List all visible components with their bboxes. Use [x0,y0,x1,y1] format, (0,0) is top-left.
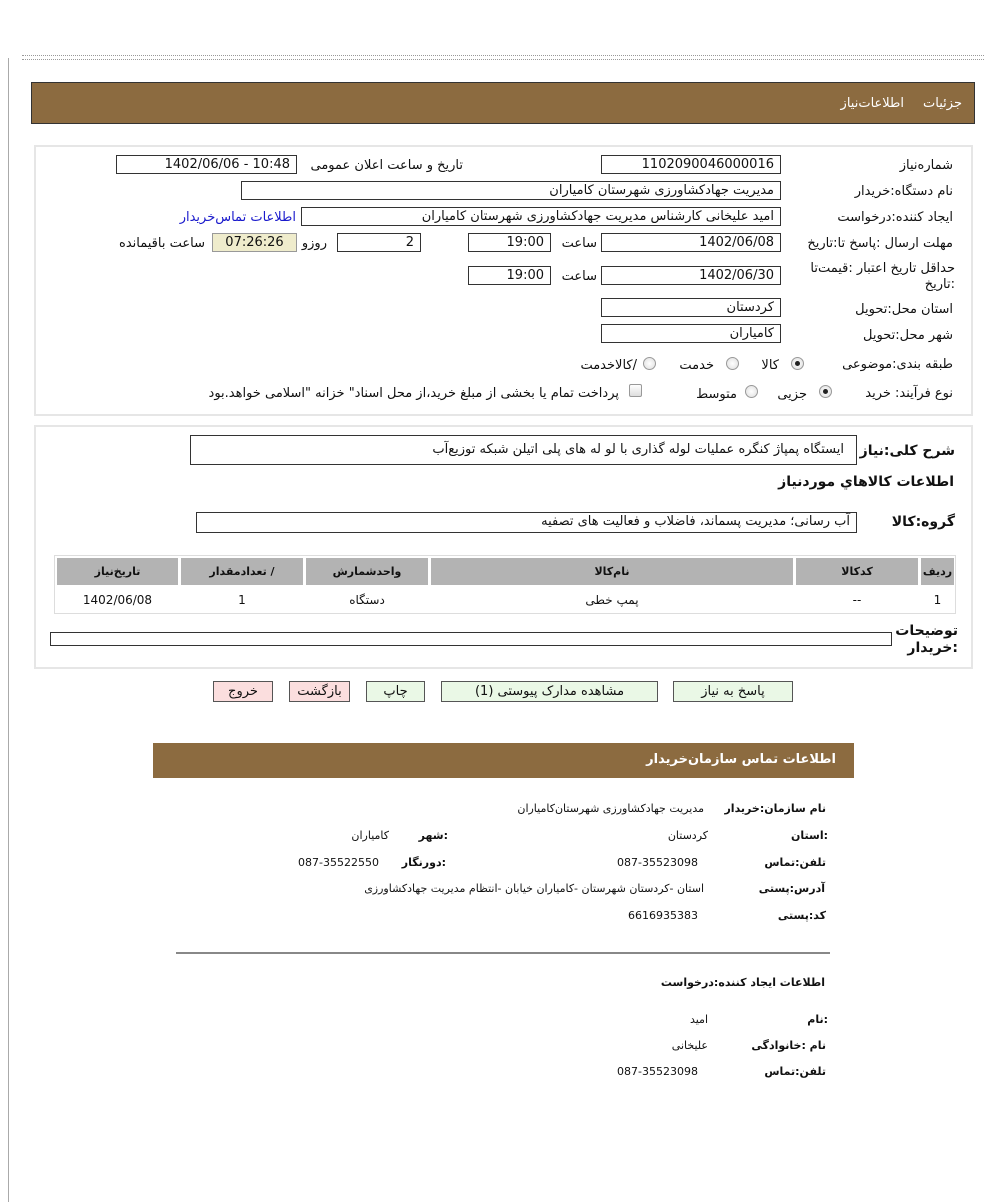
contact-divider [176,952,830,954]
print-button[interactable]: چاپ [366,681,425,702]
cell-name: پمپ خطی [585,593,639,607]
left-border [8,58,9,1202]
validity-time-field: 19:00 [468,266,551,285]
city-label: شهر محل:تحویل [863,328,953,343]
exit-button[interactable]: خروج [213,681,273,702]
process-medium-label: متوسط [696,387,737,402]
name-value: امید [689,1013,708,1026]
cell-code: -- [852,593,862,607]
contact-province-label: :استان [791,829,828,842]
col-name: نام‌کالا [431,558,793,585]
creator-heading: اطلاعات ایجاد کننده:درخواست [660,976,825,989]
col-unit: واحدشمارش [306,558,428,585]
fax-value: 087-35522550 [298,856,379,869]
tab-details[interactable]: جزئیات [923,96,962,111]
category-service-radio[interactable] [726,357,739,370]
contact-city-value: کامیاران [351,829,389,842]
payment-note: پرداخت تمام یا بخشی از مبلغ خرید،از محل … [208,386,619,401]
buyer-field: مدیریت جهادکشاورزی شهرستان کامیاران [241,181,781,200]
category-both-label: /کالاخدمت [580,358,637,373]
cell-qty: 1 [238,593,246,607]
category-both-radio[interactable] [643,357,656,370]
validity-hour-label: ساعت [561,269,597,284]
announce-label: تاریخ و ساعت اعلان عمومی [310,158,463,173]
remaining-label: ساعت باقیمانده [119,236,205,251]
group-field: آب رسانی؛ مدیریت پسماند، فاضلاب و فعالیت… [196,512,857,533]
notes-field [50,632,892,646]
province-field: کردستان [601,298,781,317]
org-label: نام سازمان:خریدار [724,802,826,815]
cell-row: 1 [933,593,942,607]
col-row: ردیف [921,558,954,585]
reply-button[interactable]: پاسخ به نیاز [673,681,793,702]
validity-label: حداقل تاریخ اعتبار :قیمت‌تا :تاریخ [810,261,955,292]
creator-phone-value: 087-35523098 [617,1065,698,1078]
need-number-field: 1102090046000016 [601,155,781,174]
contact-city-label: :شهر [418,829,448,842]
category-goods-label: کالا [761,358,779,373]
deadline-time-field: 19:00 [468,233,551,252]
validity-date-field: 1402/06/30 [601,266,781,285]
family-label: نام :خانوادگی [751,1039,826,1052]
province-label: استان محل:تحویل [855,302,953,317]
contact-province-value: کردستان [667,829,708,842]
summary-field: ایستگاه پمپاژ کنگره عملیات لوله گذاری با… [190,435,857,465]
name-label: :نام [807,1013,828,1026]
phone-value: 087-35523098 [617,856,698,869]
remaining-time: 07:26:26 [212,233,297,252]
phone-label: تلفن:تماس [764,856,826,869]
creator-phone-label: تلفن:تماس [764,1065,826,1078]
cell-unit: دستگاه [349,593,385,607]
postal-label: کد:پستی [777,909,826,922]
creator-field: امید علیخانی کارشناس مدیریت جهادکشاورزی … [301,207,781,226]
category-label: طبقه بندی:موضوعی [842,357,953,372]
announce-field: 1402/06/06 - 10:48 [116,155,297,174]
col-qty: / تعدادمقدار [181,558,303,585]
tab-bar: جزئیات اطلاعات‌نیاز [31,82,975,124]
contact-header: اطلاعات تماس سازمان‌خریدار [153,743,854,778]
process-medium-radio[interactable] [745,385,758,398]
deadline-label: مهلت ارسال :پاسخ تا:تاریخ [807,236,953,251]
payment-checkbox[interactable] [629,384,642,397]
top-divider [22,55,984,60]
deadline-hour-label: ساعت [561,236,597,251]
postal-value: 6616935383 [628,909,698,922]
buyer-label: نام دستگاه:خریدار [854,184,953,199]
days-field: 2 [337,233,421,252]
process-label: نوع فرآیند: خرید [865,386,953,401]
goods-table [54,555,956,614]
contact-title: اطلاعات تماس سازمان‌خریدار [646,752,836,767]
col-code: کدکالا [796,558,918,585]
cell-date: 1402/06/08 [82,593,153,607]
fax-label: :دورنگار [401,856,446,869]
process-minor-label: جزیی [777,387,807,402]
address-label: آدرس:پستی [758,882,825,895]
creator-label: ایجاد کننده:درخواست [837,210,953,225]
buyer-contact-link[interactable]: اطلاعات تماس‌خریدار [179,210,296,225]
summary-label: شرح کلی:نیاز [859,443,955,459]
summary-panel [34,425,973,669]
deadline-date-field: 1402/06/08 [601,233,781,252]
details-panel [34,145,973,416]
address-value: استان -کردستان شهرستان -کامیاران خیابان … [364,882,704,895]
category-service-label: خدمت [679,358,714,373]
category-goods-radio[interactable] [791,357,804,370]
col-date: تاریخ‌نیاز [57,558,178,585]
need-number-label: شماره‌نیاز [899,158,953,173]
process-minor-radio[interactable] [819,385,832,398]
family-value: علیخانی [671,1039,708,1052]
goods-heading: اطلاعات کالاهاي موردنیاز [778,474,954,490]
group-label: گروه:کالا [891,514,955,530]
org-value: مدیریت جهادکشاورزی شهرستان‌کامیاران [517,802,704,815]
view-documents-button[interactable]: مشاهده مدارک پیوستی (1) [441,681,658,702]
tab-need-info[interactable]: اطلاعات‌نیاز [840,96,904,111]
back-button[interactable]: بازگشت [289,681,350,702]
notes-label: توضیحات :خریدار [895,623,958,656]
days-label: روزو [301,236,327,251]
city-field: کامیاران [601,324,781,343]
